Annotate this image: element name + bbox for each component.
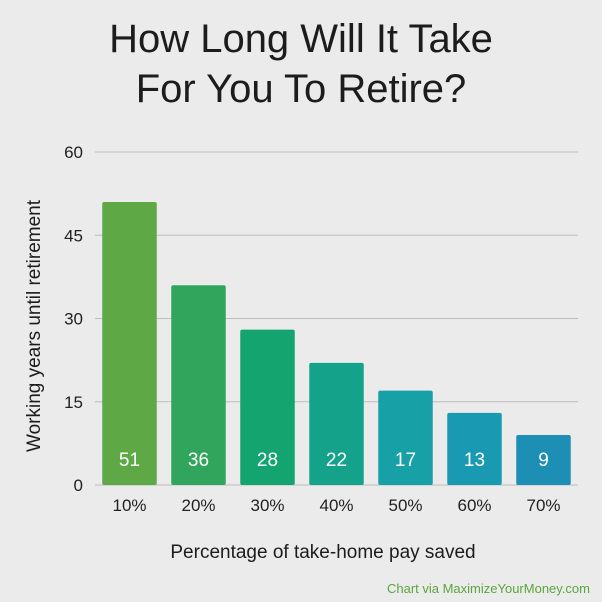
x-axis-ticks: 10% 20% 30% 40% 50% 60% 70% — [112, 496, 560, 515]
x-tick-label: 60% — [457, 496, 491, 515]
bar — [102, 201, 157, 485]
title-line-1: How Long Will It Take — [109, 17, 493, 61]
bar — [447, 412, 502, 485]
y-tick-label: 15 — [64, 393, 83, 412]
x-tick-label: 10% — [112, 496, 146, 515]
bars: 51 36 28 22 17 13 9 — [102, 201, 571, 485]
bar-data-label: 36 — [188, 450, 209, 471]
y-tick-label: 30 — [64, 310, 83, 329]
bar — [309, 362, 364, 485]
bar-data-label: 17 — [395, 450, 416, 471]
bar-data-label: 13 — [464, 450, 485, 471]
bar — [516, 435, 571, 485]
x-axis-title: Percentage of take-home pay saved — [170, 542, 475, 563]
x-tick-label: 50% — [388, 496, 422, 515]
y-axis-ticks: 0 15 30 45 60 — [64, 143, 83, 495]
bar-data-label: 28 — [257, 450, 278, 471]
x-tick-label: 20% — [181, 496, 215, 515]
bar-data-label: 9 — [538, 450, 549, 471]
x-tick-label: 30% — [250, 496, 284, 515]
page-title: How Long Will It Take For You To Retire? — [0, 14, 602, 114]
x-tick-label: 40% — [319, 496, 353, 515]
y-tick-label: 45 — [64, 226, 83, 245]
y-tick-label: 0 — [74, 476, 83, 495]
bar — [378, 390, 433, 485]
title-line-2: For You To Retire? — [135, 67, 467, 111]
bar-data-label: 22 — [326, 450, 347, 471]
y-tick-label: 60 — [64, 143, 83, 162]
bar-data-label: 51 — [119, 450, 140, 471]
bar — [171, 285, 226, 485]
bar — [240, 329, 295, 485]
x-tick-label: 70% — [526, 496, 560, 515]
chart-credit: Chart via MaximizeYourMoney.com — [386, 581, 590, 596]
y-axis-title: Working years until retirement — [24, 199, 45, 452]
